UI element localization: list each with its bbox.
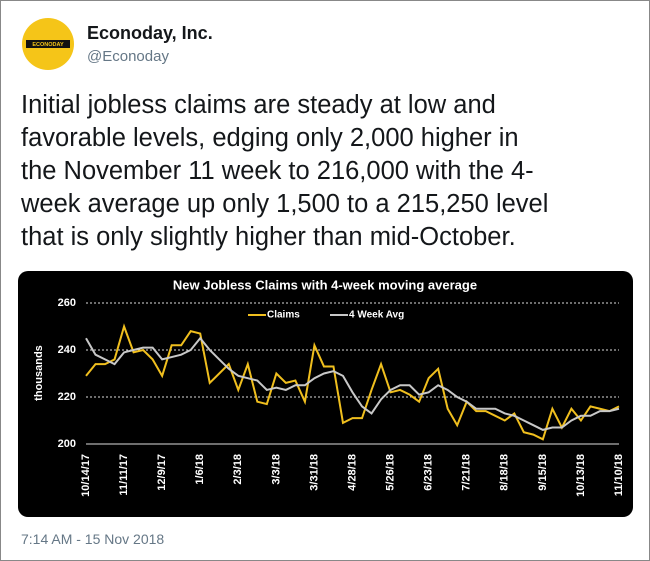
y-axis-label: thousands (33, 345, 45, 401)
text-line: that is only slightly higher than mid-Oc… (21, 223, 516, 251)
x-tick-label: 12/9/17 (156, 454, 168, 491)
series-line (85, 336, 620, 431)
x-tick-label: 3/31/18 (308, 454, 320, 491)
avatar-text: ECONODAY (32, 42, 64, 48)
x-tick-label: 3/3/18 (270, 454, 282, 485)
legend-label: Claims (267, 310, 300, 321)
chart-background (18, 271, 633, 517)
text-line: the November 11 week to 216,000 with the… (21, 157, 534, 185)
x-tick-label: 11/10/18 (613, 454, 625, 496)
x-tick-label: 10/14/17 (80, 454, 92, 497)
x-tick-label: 2/3/18 (232, 454, 244, 485)
x-tick-label: 6/23/18 (423, 454, 435, 491)
y-tick-label: 260 (58, 297, 76, 309)
chart-title: New Jobless Claims with 4-week moving av… (173, 277, 477, 292)
user-name[interactable]: Econoday, Inc. (87, 23, 213, 43)
chart: New Jobless Claims with 4-week moving av… (18, 271, 633, 517)
y-tick-label: 220 (58, 391, 76, 403)
text-line: Initial jobless claims are steady at low… (21, 91, 496, 119)
x-tick-label: 4/28/18 (346, 454, 358, 491)
text-line: favorable levels, edging only 2,000 high… (21, 124, 519, 152)
text-line: week average up only 1,500 to a 215,250 … (21, 190, 549, 218)
x-tick-label: 9/15/18 (537, 454, 549, 491)
series-line (85, 323, 620, 441)
y-tick-label: 240 (58, 344, 76, 356)
user-handle[interactable]: @Econoday (87, 48, 169, 65)
timestamp[interactable]: 7:14 AM - 15 Nov 2018 (21, 531, 165, 547)
x-tick-label: 7/21/18 (461, 454, 473, 491)
x-tick-label: 5/26/18 (384, 454, 396, 491)
x-tick-label: 11/11/17 (118, 454, 130, 496)
tweet-text: Initial jobless claims are steady at low… (21, 89, 548, 254)
x-tick-label: 1/6/18 (194, 454, 206, 485)
y-tick-label: 200 (58, 438, 76, 450)
x-tick-label: 8/18/18 (499, 454, 511, 491)
x-tick-label: 10/13/18 (575, 454, 587, 497)
legend-label: 4 Week Avg (349, 310, 404, 321)
avatar[interactable]: ECONODAY (22, 18, 74, 70)
